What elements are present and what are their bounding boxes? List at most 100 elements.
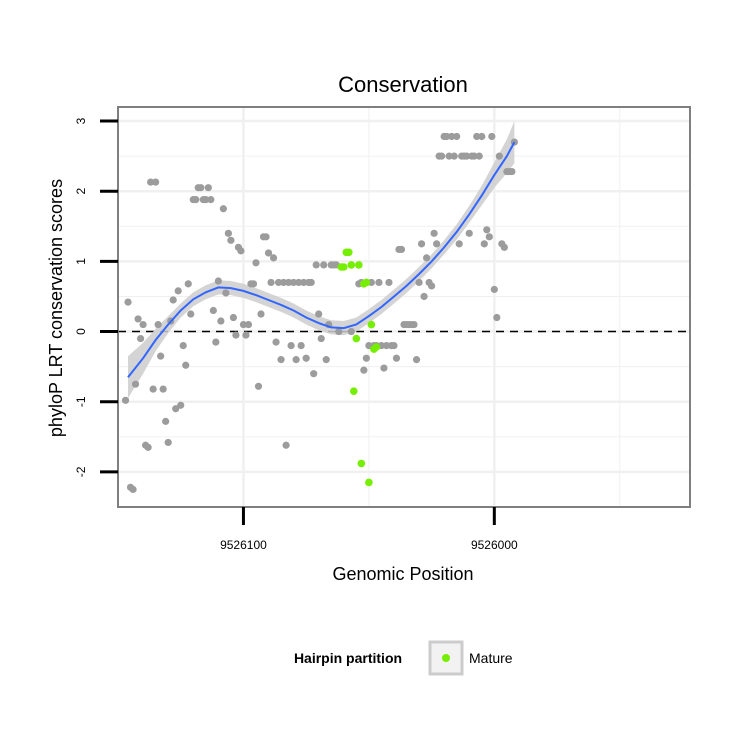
legend-label-mature: Mature [469,650,513,666]
data-point [433,240,441,248]
data-point [297,341,305,350]
data-point-mature [345,248,353,257]
data-point [192,196,200,204]
data-point [274,278,283,287]
data-point [179,341,187,350]
data-point [257,310,265,318]
legend-key [428,640,464,676]
data-point [131,380,140,388]
data-point [417,240,426,248]
data-point-mature [372,343,381,351]
y-tick-label: -1 [74,396,88,407]
data-point [422,254,431,262]
data-point [282,441,290,449]
data-point [310,370,318,378]
y-tick-label: 0 [74,328,88,335]
data-point [174,287,182,295]
data-point [322,356,330,364]
data-point [463,152,471,160]
data-point [242,331,250,339]
data-point [227,236,235,244]
data-point [475,152,483,160]
plot-panel [117,106,691,508]
data-point [124,298,132,306]
data-point [136,334,145,343]
x-tick-label: 9526000 [471,538,518,552]
data-point [279,278,288,287]
data-point [470,152,478,160]
x-tick-label: 9526100 [220,538,267,552]
data-point [430,229,438,237]
data-point [149,385,157,393]
data-point [500,243,508,251]
data-point [347,327,355,336]
data-point [495,152,503,160]
data-point [450,152,458,160]
data-point [287,341,295,350]
data-point [445,152,453,160]
data-point [159,385,167,393]
data-point [390,341,398,350]
data-point [157,352,165,360]
data-point [480,240,488,248]
smooth-line [127,141,516,378]
data-point [272,338,280,346]
data-point [290,278,298,287]
data-point [121,396,130,404]
x-axis-title: Genomic Position [332,564,473,584]
data-point [187,310,195,318]
data-point [144,443,152,451]
data-point [264,249,273,257]
data-point [252,259,260,267]
data-point-mature [365,478,373,487]
data-point [438,152,446,160]
data-point [232,331,240,339]
data-point [212,338,220,346]
data-point [412,356,421,364]
data-point [172,405,180,413]
data-point [152,178,160,186]
data-point [204,184,212,192]
panel-border [117,106,691,508]
data-point [209,306,217,315]
data-point [317,334,325,343]
data-point [397,245,406,254]
data-point-mature [362,278,371,287]
data-point-mature [339,263,348,271]
data-point [427,282,436,290]
data-point [197,184,205,192]
data-point [249,280,258,288]
data-point-mature [352,334,361,343]
y-tick-label: 1 [74,258,88,265]
data-point [269,254,278,262]
data-point [415,278,423,287]
data-point [335,327,343,336]
data-point-mature [357,459,366,468]
data-point [320,261,328,269]
data-point [312,261,320,269]
data-point [490,285,498,294]
data-point [385,278,393,287]
data-point [169,296,177,304]
data-point [147,178,155,186]
data-point [217,317,225,325]
data-point [420,292,428,301]
data-point-mature [367,320,376,329]
data-point [300,278,308,287]
data-point [262,233,270,241]
data-point [380,364,388,372]
data-point [410,320,418,329]
data-point [453,132,461,141]
data-point [139,320,147,329]
y-tick-label: -2 [74,466,88,477]
data-point [510,138,518,146]
data-point [473,132,481,141]
legend: Hairpin partition Mature [294,640,513,676]
data-point [224,229,232,237]
data-point [277,356,285,364]
data-point [483,226,491,234]
panel-background [118,107,690,507]
data-point [360,366,368,374]
data-point [164,438,172,447]
